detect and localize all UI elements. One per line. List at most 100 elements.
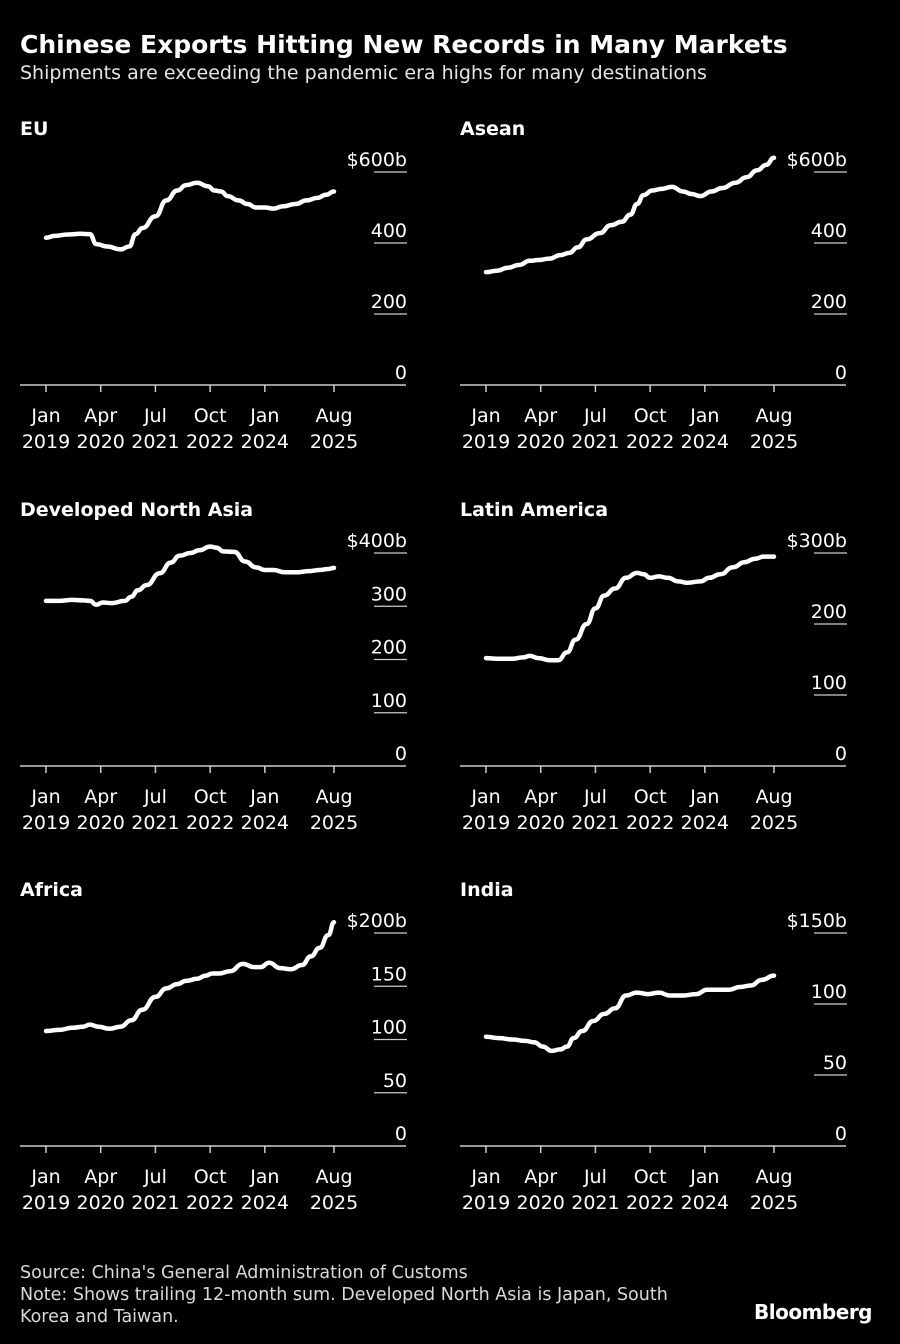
y-tick-label: 100 <box>811 672 847 694</box>
series-line <box>43 544 337 607</box>
y-tick-label: 0 <box>835 1123 847 1145</box>
x-tick-label-month: Jan <box>249 786 279 808</box>
x-tick-label-month: Apr <box>524 405 557 427</box>
series-line <box>483 155 777 275</box>
y-tick-label: 200 <box>371 637 407 659</box>
footer-notes: Source: China's General Administration o… <box>20 1262 668 1328</box>
y-tick-label: 0 <box>395 743 407 765</box>
series-line <box>43 180 337 252</box>
x-tick-label-year: 2024 <box>241 1192 289 1214</box>
x-tick-label-year: 2020 <box>517 431 565 453</box>
x-tick-label-month: Oct <box>194 786 227 808</box>
x-tick-label-year: 2024 <box>681 812 729 834</box>
x-tick-label-month: Jan <box>249 405 279 427</box>
y-tick-label: 150 <box>371 963 407 985</box>
x-tick-label-month: Jul <box>583 786 607 808</box>
x-tick-label-year: 2022 <box>186 1192 234 1214</box>
x-tick-label-month: Jul <box>143 1166 167 1188</box>
x-tick-label-month: Jan <box>30 405 60 427</box>
x-tick-label-month: Apr <box>84 405 117 427</box>
x-tick-label-month: Jan <box>689 405 719 427</box>
y-tick-label: 100 <box>371 690 407 712</box>
y-tick-label: 100 <box>371 1017 407 1039</box>
panel-eu: EU 0 200 400 $600b Jan 2019 Apr 2020 Jul 2021 Oct 2… <box>20 118 460 478</box>
series-line <box>483 973 777 1054</box>
y-tick-label: 400 <box>811 220 847 242</box>
y-tick-label: 50 <box>383 1070 407 1092</box>
x-tick-label-year: 2019 <box>22 1192 70 1214</box>
y-tick-label: 0 <box>835 362 847 384</box>
x-tick-label-year: 2021 <box>131 812 179 834</box>
x-tick-label-month: Jul <box>143 405 167 427</box>
x-tick-label-month: Jan <box>689 786 719 808</box>
x-tick-label-month: Apr <box>524 786 557 808</box>
x-tick-label-month: Jan <box>249 1166 279 1188</box>
x-tick-label-month: Aug <box>755 405 792 427</box>
panel-chart-svg: 0 100 200 $300b Jan 2019 Apr 2020 Jul 2021 Oct 2022… <box>460 530 847 834</box>
note-text-line-2: Korea and Taiwan. <box>20 1307 179 1327</box>
x-tick-label-month: Oct <box>634 786 667 808</box>
panel-india: India 0 50 100 $150b Jan 2019 Apr 2020 Jul 2021 Oc… <box>460 879 900 1239</box>
x-tick-label-month: Aug <box>755 1166 792 1188</box>
panel-title: Latin America <box>460 499 609 521</box>
x-tick-label-year: 2022 <box>626 812 674 834</box>
panel-title: Asean <box>460 118 526 140</box>
x-tick-label-year: 2019 <box>462 812 510 834</box>
y-tick-label: 100 <box>811 981 847 1003</box>
y-tick-label: 200 <box>811 291 847 313</box>
panel-africa: Africa 0 50 100 150 $200b Jan 2019 Apr 2020 Jul 20… <box>20 879 460 1239</box>
x-tick-label-year: 2019 <box>462 1192 510 1214</box>
x-tick-label-year: 2022 <box>626 431 674 453</box>
panel-title: Africa <box>20 879 83 901</box>
x-tick-label-month: Jul <box>583 1166 607 1188</box>
y-tick-label: $200b <box>347 910 407 932</box>
y-tick-label: $300b <box>787 530 847 552</box>
x-tick-label-month: Jan <box>30 786 60 808</box>
y-tick-label: 300 <box>371 583 407 605</box>
series-line <box>43 920 337 1034</box>
x-tick-label-month: Jan <box>470 1166 500 1188</box>
x-tick-label-month: Jul <box>583 405 607 427</box>
x-tick-label-year: 2025 <box>310 431 358 453</box>
x-tick-label-year: 2019 <box>462 431 510 453</box>
y-tick-label: 0 <box>395 362 407 384</box>
x-tick-label-month: Jan <box>470 405 500 427</box>
y-tick-label: 200 <box>811 601 847 623</box>
x-tick-label-year: 2021 <box>131 431 179 453</box>
x-tick-label-year: 2024 <box>241 431 289 453</box>
panel-title: EU <box>20 118 49 140</box>
x-tick-label-month: Oct <box>194 1166 227 1188</box>
x-tick-label-year: 2021 <box>571 431 619 453</box>
x-tick-label-year: 2025 <box>310 1192 358 1214</box>
x-tick-label-year: 2025 <box>310 812 358 834</box>
y-tick-label: 50 <box>823 1052 847 1074</box>
y-tick-label: 400 <box>371 220 407 242</box>
bloomberg-logo: Bloomberg <box>754 1300 872 1324</box>
x-tick-label-year: 2022 <box>186 431 234 453</box>
x-tick-label-year: 2024 <box>681 1192 729 1214</box>
panel-title: Developed North Asia <box>20 499 254 521</box>
y-tick-label: 0 <box>835 743 847 765</box>
chart-title: Chinese Exports Hitting New Records in M… <box>20 30 788 59</box>
x-tick-label-year: 2020 <box>77 812 125 834</box>
x-tick-label-month: Aug <box>315 405 352 427</box>
series-line <box>483 554 777 663</box>
x-tick-label-year: 2020 <box>517 812 565 834</box>
x-tick-label-year: 2024 <box>241 812 289 834</box>
x-tick-label-month: Oct <box>634 405 667 427</box>
x-tick-label-year: 2025 <box>750 431 798 453</box>
x-tick-label-month: Apr <box>84 1166 117 1188</box>
x-tick-label-year: 2022 <box>626 1192 674 1214</box>
panel-chart-svg: 0 200 400 $600b Jan 2019 Apr 2020 Jul 2021 Oct 2022… <box>460 149 847 453</box>
y-tick-label: $600b <box>787 149 847 171</box>
y-tick-label: 200 <box>371 291 407 313</box>
x-tick-label-month: Oct <box>194 405 227 427</box>
panel-asean: Asean 0 200 400 $600b Jan 2019 Apr 2020 Jul 2021 O… <box>460 118 900 478</box>
x-tick-label-year: 2021 <box>571 1192 619 1214</box>
x-tick-label-year: 2025 <box>750 812 798 834</box>
x-tick-label-month: Jul <box>143 786 167 808</box>
x-tick-label-month: Oct <box>634 1166 667 1188</box>
x-tick-label-month: Aug <box>315 1166 352 1188</box>
y-tick-label: $400b <box>347 530 407 552</box>
panel-chart-svg: 0 100 200 300 $400b Jan 2019 Apr 2020 Jul 2021 Oct 2… <box>20 530 407 834</box>
